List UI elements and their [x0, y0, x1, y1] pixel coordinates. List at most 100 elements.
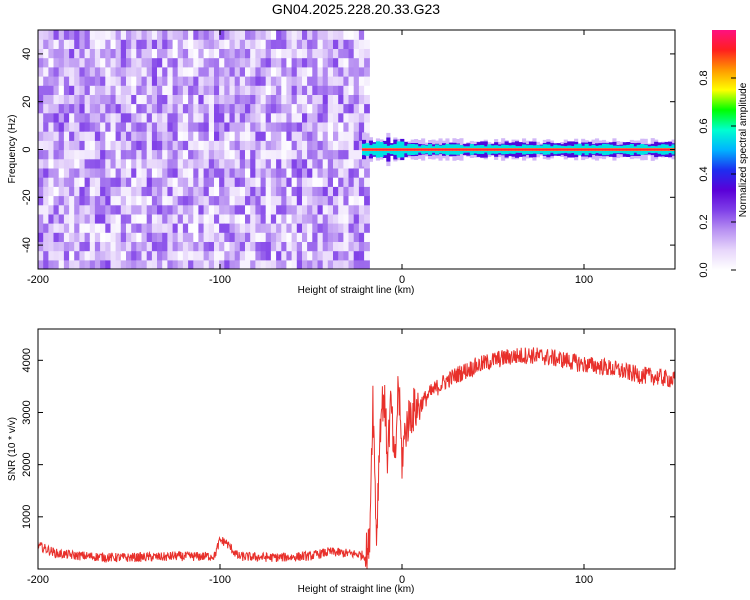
snr-x-tick-label: -200	[27, 574, 49, 586]
heatmap-cell	[353, 250, 360, 261]
heatmap-cell	[317, 250, 324, 261]
heatmap-cell	[105, 149, 112, 160]
heatmap-cell	[291, 48, 298, 59]
heatmap-cell	[151, 112, 158, 123]
heatmap-cell	[131, 213, 137, 224]
heatmap-cell	[327, 250, 334, 261]
heatmap-cell	[255, 66, 262, 77]
heatmap-cell	[69, 259, 75, 269]
heatmap-cell	[89, 85, 96, 95]
heatmap-cell	[239, 177, 246, 187]
heatmap-cell	[302, 232, 308, 242]
heatmap-cell	[348, 57, 355, 68]
heatmap-cell	[131, 30, 137, 40]
heatmap-cell	[358, 232, 365, 242]
heatmap-cell	[296, 149, 303, 160]
heatmap-cell	[48, 186, 55, 197]
heatmap-cell	[270, 158, 277, 169]
heatmap-cell	[63, 259, 70, 269]
heatmap-cell	[177, 48, 184, 59]
heatmap-cell	[188, 241, 194, 252]
heatmap-cell	[322, 76, 329, 86]
heatmap-cell	[291, 195, 298, 206]
heatmap-cell	[343, 103, 350, 114]
heatmap-cell	[157, 167, 163, 178]
heatmap-cell	[105, 85, 112, 95]
heatmap-cell	[193, 177, 200, 187]
heatmap-cell	[177, 241, 184, 252]
heatmap-cell	[177, 57, 184, 68]
signal-band-cell	[542, 148, 547, 151]
heatmap-cell	[302, 177, 308, 187]
heatmap-cell	[172, 131, 179, 141]
heatmap-cell	[100, 223, 106, 233]
heatmap-cell	[291, 140, 298, 151]
heatmap-cell	[343, 204, 350, 215]
heatmap-cell	[94, 241, 101, 252]
heatmap-cell	[182, 158, 189, 169]
heatmap-cell	[312, 195, 319, 206]
heatmap-cell	[177, 39, 184, 49]
heatmap-cell	[255, 204, 262, 215]
heatmap-cell	[58, 85, 65, 95]
heatmap-cell	[58, 204, 65, 215]
heatmap-cell	[167, 66, 174, 77]
heatmap-cell	[333, 30, 339, 40]
signal-band-cell	[494, 148, 499, 151]
heatmap-cell	[281, 66, 288, 77]
heatmap-cell	[89, 158, 96, 169]
heatmap-cell	[193, 140, 200, 151]
heatmap-cell	[260, 121, 267, 132]
heatmap-cell	[126, 76, 132, 86]
heatmap-cell	[167, 30, 174, 40]
heatmap-cell	[131, 103, 137, 114]
heatmap-cell	[48, 140, 55, 151]
heatmap-cell	[343, 121, 350, 132]
heatmap-cell	[126, 140, 132, 151]
heatmap-cell	[69, 195, 75, 206]
heatmap-cell	[333, 186, 339, 197]
heatmap-cell	[343, 66, 350, 77]
signal-band-cell	[421, 148, 426, 151]
heatmap-cell	[69, 177, 75, 187]
heatmap-cell	[172, 204, 179, 215]
heatmap-cell	[343, 232, 350, 242]
heatmap-cell	[224, 177, 231, 187]
heatmap-cell	[79, 195, 86, 206]
heatmap-cell	[276, 57, 282, 68]
heatmap-cell	[203, 213, 210, 224]
heatmap-cell	[53, 30, 60, 40]
heatmap-cell	[115, 177, 122, 187]
heatmap-cell	[286, 121, 293, 132]
heatmap-cell	[63, 167, 70, 178]
heatmap-cell	[110, 66, 117, 77]
heatmap-cell	[260, 204, 267, 215]
heatmap-cell	[364, 213, 370, 224]
heatmap-cell	[198, 232, 205, 242]
heatmap-cell	[281, 121, 288, 132]
heatmap-cell	[89, 259, 96, 269]
heatmap-cell	[327, 167, 334, 178]
heatmap-cell	[203, 39, 210, 49]
heatmap-cell	[84, 66, 91, 77]
heatmap-cell	[105, 177, 112, 187]
heatmap-cell	[270, 259, 277, 269]
heatmap-cell	[229, 57, 236, 68]
heatmap-cell	[333, 177, 339, 187]
heatmap-cell	[281, 232, 288, 242]
heatmap-cell	[291, 250, 298, 261]
heatmap-cell	[276, 140, 282, 151]
heatmap-cell	[214, 149, 220, 160]
heatmap-cell	[317, 112, 324, 123]
heatmap-cell	[327, 223, 334, 233]
heatmap-cell	[219, 112, 225, 123]
heatmap-cell	[317, 48, 324, 59]
heatmap-cell	[151, 158, 158, 169]
heatmap-cell	[338, 232, 344, 242]
heatmap-cell	[74, 94, 80, 105]
heatmap-cell	[270, 223, 277, 233]
spectrogram-frame	[37, 29, 676, 270]
heatmap-cell	[53, 241, 60, 252]
heatmap-cell	[276, 103, 282, 114]
heatmap-cell	[265, 131, 272, 141]
